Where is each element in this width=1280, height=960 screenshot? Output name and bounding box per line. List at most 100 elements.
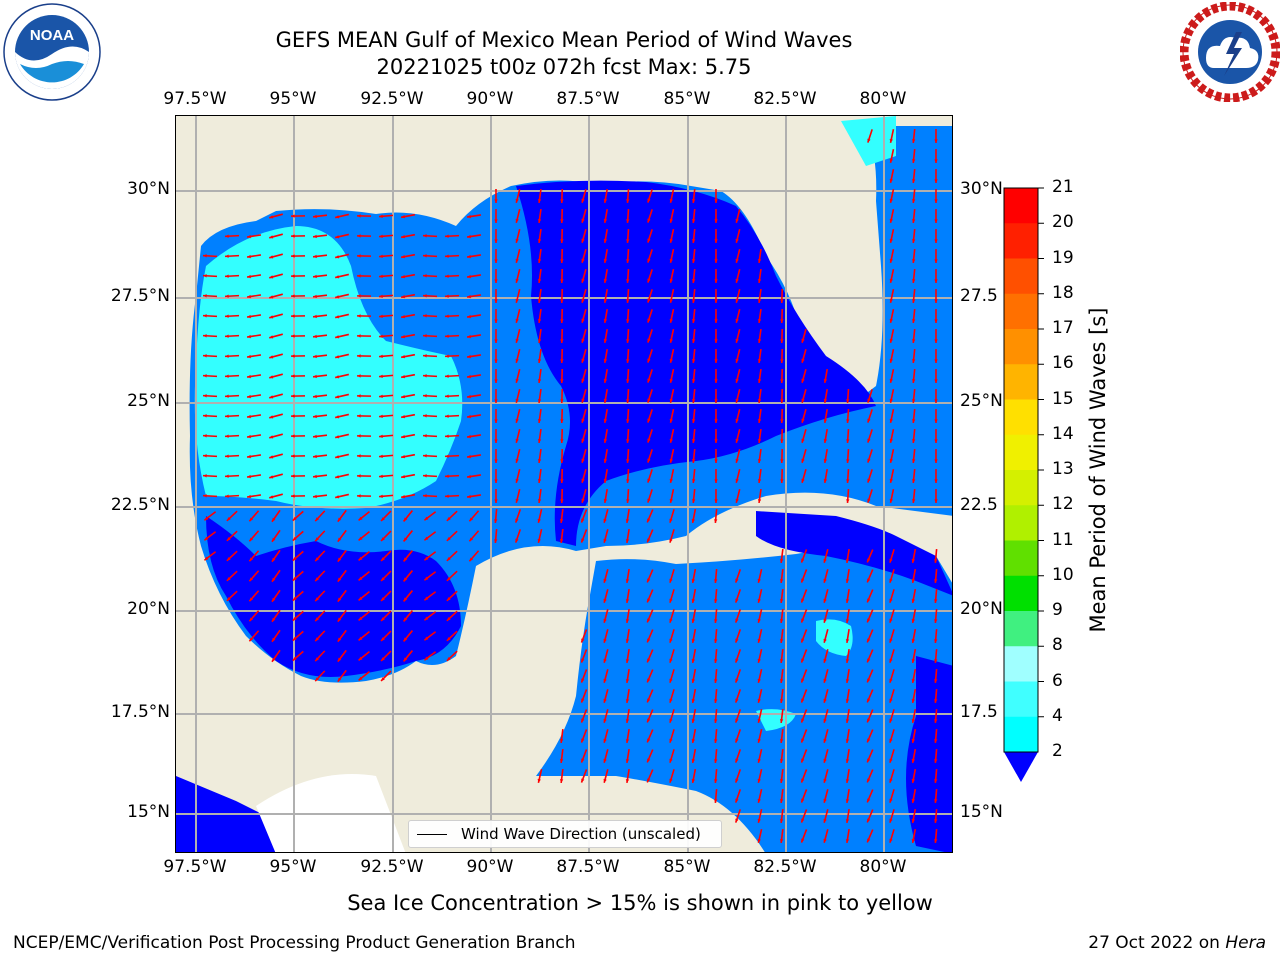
arrow-head bbox=[691, 459, 696, 463]
arrow-head bbox=[203, 354, 207, 358]
arrow-head bbox=[934, 399, 938, 403]
arrow-head bbox=[401, 374, 406, 379]
arrow-head bbox=[423, 274, 427, 278]
arrow-head bbox=[647, 538, 651, 543]
arrow-head bbox=[823, 658, 827, 663]
arrow-head bbox=[934, 699, 938, 703]
arrow-head bbox=[691, 259, 696, 263]
arrow-head bbox=[537, 259, 542, 263]
arrow-head bbox=[560, 219, 564, 223]
arrow-head bbox=[379, 414, 383, 418]
arrow-head bbox=[691, 499, 696, 503]
arrow-head bbox=[757, 678, 761, 683]
arrow-head bbox=[911, 399, 916, 403]
arrow-head bbox=[537, 299, 542, 303]
x-tick-label: 80°W bbox=[859, 89, 907, 109]
arrow-head bbox=[337, 537, 342, 542]
colorbar-tick-label: 17 bbox=[1052, 318, 1074, 338]
arrow-head bbox=[714, 639, 718, 643]
arrow-head bbox=[315, 657, 319, 662]
arrow-head bbox=[691, 678, 696, 683]
arrow-head bbox=[203, 314, 207, 318]
arrow-head bbox=[379, 294, 383, 298]
arrow-head bbox=[669, 278, 673, 283]
arrow-head bbox=[291, 314, 295, 318]
arrow-head bbox=[801, 418, 805, 423]
arrow-head bbox=[691, 279, 696, 283]
arrow-head bbox=[934, 179, 938, 183]
arrow-head bbox=[625, 759, 630, 763]
y-tick-label: 30°N bbox=[127, 179, 170, 199]
arrow-head bbox=[889, 618, 893, 623]
arrow-head bbox=[911, 459, 916, 463]
arrow-head bbox=[560, 259, 564, 263]
arrow-head bbox=[247, 314, 251, 319]
arrow-head bbox=[337, 637, 342, 642]
colorbar-extend-triangle bbox=[1004, 752, 1038, 782]
arrow-head bbox=[735, 398, 739, 403]
arrow-head bbox=[467, 414, 471, 419]
arrow-head bbox=[226, 517, 231, 521]
map-subtitle: 20221025 t00z 072h fcst Max: 5.75 bbox=[376, 55, 752, 79]
arrow-head bbox=[691, 199, 696, 203]
arrow-head bbox=[867, 758, 871, 763]
colorbar-tick-label: 9 bbox=[1052, 600, 1063, 620]
arrow-head bbox=[846, 479, 850, 483]
arrow-head bbox=[647, 718, 651, 723]
colorbar-tick-label: 6 bbox=[1052, 670, 1063, 691]
arrow-head bbox=[494, 219, 498, 223]
arrow-head bbox=[358, 576, 363, 581]
arrow-head bbox=[291, 274, 295, 278]
arrow-head bbox=[603, 638, 607, 643]
arrow-head bbox=[779, 579, 784, 583]
arrow-head bbox=[249, 597, 254, 602]
arrow-head bbox=[467, 314, 471, 319]
arrow-head bbox=[357, 414, 361, 418]
arrow-head bbox=[401, 474, 406, 479]
arrow-head bbox=[626, 459, 630, 463]
arrow-head bbox=[779, 599, 784, 603]
arrow-head bbox=[315, 537, 319, 542]
arrow-head bbox=[467, 454, 471, 459]
arrow-head bbox=[779, 779, 784, 783]
arrow-head bbox=[581, 378, 585, 383]
arrow-head bbox=[691, 399, 696, 403]
arrow-head bbox=[291, 294, 295, 298]
arrow-head bbox=[247, 294, 251, 299]
arrow-head bbox=[357, 254, 361, 258]
arrow-head bbox=[313, 474, 317, 479]
arrow-head bbox=[647, 218, 651, 223]
y-tick-label: 20°N bbox=[960, 599, 1003, 619]
arrow-head bbox=[515, 378, 519, 383]
arrow-head bbox=[647, 278, 651, 283]
arrow-head bbox=[647, 198, 651, 203]
arrow-head bbox=[934, 379, 938, 383]
arrow-head bbox=[581, 458, 585, 463]
arrow-head bbox=[867, 558, 871, 563]
arrow-head bbox=[249, 617, 254, 622]
arrow-head bbox=[424, 656, 429, 661]
arrow-head bbox=[537, 279, 542, 283]
arrow-head bbox=[381, 597, 385, 601]
arrow-head bbox=[647, 638, 651, 643]
arrow-head bbox=[494, 479, 498, 483]
arrow-head bbox=[225, 414, 229, 418]
arrow-head bbox=[335, 315, 340, 319]
arrow-head bbox=[934, 579, 938, 583]
arrow-head bbox=[401, 214, 406, 219]
arrow-head bbox=[867, 798, 871, 803]
y-tick-label: 15°N bbox=[127, 802, 170, 822]
arrow-head bbox=[911, 698, 916, 703]
arrow-head bbox=[867, 598, 871, 603]
x-tick-label: 92.5°W bbox=[360, 89, 424, 109]
arrow-head bbox=[515, 478, 519, 483]
arrow-head bbox=[889, 498, 893, 503]
noaa-logo: NOAA bbox=[3, 3, 101, 101]
arrow-head bbox=[889, 318, 893, 323]
arrow-head bbox=[379, 254, 383, 258]
arrow-head bbox=[823, 598, 827, 603]
arrow-head bbox=[867, 678, 871, 683]
arrow-head bbox=[779, 659, 784, 663]
arrow-head bbox=[445, 394, 449, 398]
arrow-head bbox=[445, 254, 449, 258]
